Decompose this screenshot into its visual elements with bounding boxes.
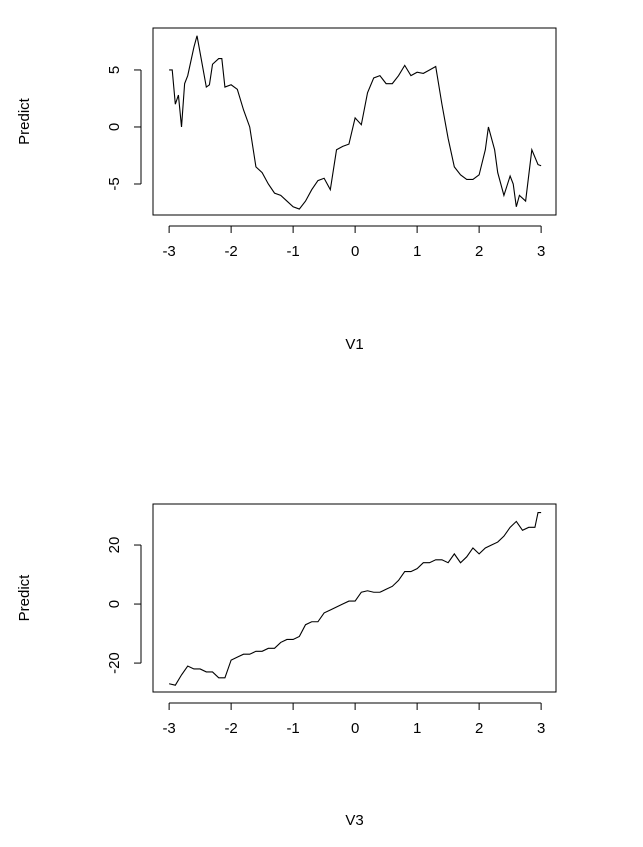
plot-frame xyxy=(152,27,557,216)
plot-frame xyxy=(152,503,557,693)
x-axis-label: V3 xyxy=(345,812,363,829)
x-tick-label: 1 xyxy=(413,720,421,737)
y-axis-label: Predict xyxy=(16,574,33,622)
x-tick-label: 2 xyxy=(475,243,483,260)
x-tick-label: -1 xyxy=(286,243,299,260)
x-tick-label: 1 xyxy=(413,243,421,260)
x-tick-label: 0 xyxy=(351,243,359,260)
y-tick-label: -20 xyxy=(106,652,123,674)
x-tick-label: 3 xyxy=(537,720,545,737)
y-tick-label: 0 xyxy=(106,600,123,608)
y-axis-label: Predict xyxy=(16,97,33,145)
x-tick-label: 3 xyxy=(537,243,545,260)
y-tick-label: -5 xyxy=(106,177,123,190)
x-tick-label: 2 xyxy=(475,720,483,737)
x-tick-label: -3 xyxy=(162,720,175,737)
y-tick-label: 0 xyxy=(106,123,123,131)
y-tick-label: 20 xyxy=(106,537,123,554)
x-tick-label: -2 xyxy=(224,720,237,737)
x-tick-label: -1 xyxy=(286,720,299,737)
x-tick-label: 0 xyxy=(351,720,359,737)
data-line xyxy=(168,512,542,686)
x-axis-label: V1 xyxy=(345,336,363,353)
x-tick-label: -3 xyxy=(162,243,175,260)
data-line xyxy=(169,35,542,210)
y-tick-label: 5 xyxy=(106,66,123,74)
x-tick-label: -2 xyxy=(224,243,237,260)
